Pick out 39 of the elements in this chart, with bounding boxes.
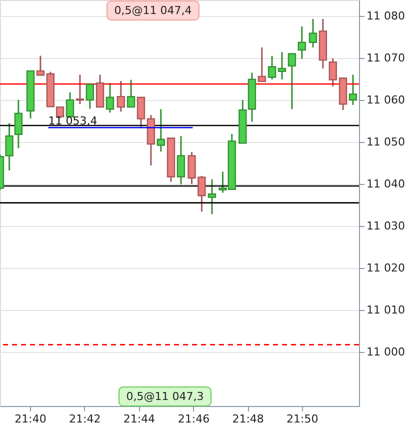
y-tick-label: 11 040 <box>366 177 405 190</box>
candlestick <box>208 178 216 215</box>
y-tick-label: 11 030 <box>366 219 405 232</box>
candlestick <box>106 82 114 114</box>
candlestick <box>136 96 146 128</box>
y-tick-label: 11 050 <box>366 135 405 148</box>
x-tick-label: 21:42 <box>69 412 101 426</box>
candlestick <box>96 74 104 108</box>
candlestick <box>258 46 266 82</box>
candlestick <box>288 52 296 110</box>
candlestick <box>36 55 45 76</box>
y-tick-label: 11 020 <box>366 261 405 274</box>
candlestick <box>14 99 23 149</box>
candlestick <box>268 55 276 80</box>
y-tick-label: 11 060 <box>366 93 405 106</box>
y-tick-label: 11 080 <box>366 9 405 22</box>
x-tick-label: 21:50 <box>286 412 318 426</box>
annotation: 11 053,4 <box>48 114 98 128</box>
candlestick <box>328 58 337 88</box>
candlestick <box>278 51 286 80</box>
x-tick-label: 21:40 <box>14 412 46 426</box>
x-tick-label: 21:48 <box>232 412 264 426</box>
candlestick <box>348 74 358 106</box>
y-tick-label: 11 000 <box>366 345 405 358</box>
candlestick <box>176 135 186 186</box>
candlestick <box>66 92 74 118</box>
x-tick-label: 21:44 <box>123 412 156 426</box>
candlestick <box>308 18 318 48</box>
candlestick <box>116 80 125 112</box>
candlestick <box>86 84 94 110</box>
x-tick-label: 21:46 <box>178 412 210 426</box>
y-tick-label: 11 010 <box>366 303 405 316</box>
candlestick <box>298 26 306 60</box>
annotation: 0,5@11 047,3 <box>126 390 204 403</box>
candlestick <box>126 79 136 108</box>
annotation: 0,5@11 047,4 <box>114 4 192 17</box>
candlestick <box>156 108 165 152</box>
candlestick <box>76 74 84 105</box>
y-tick-label: 11 070 <box>366 51 405 64</box>
